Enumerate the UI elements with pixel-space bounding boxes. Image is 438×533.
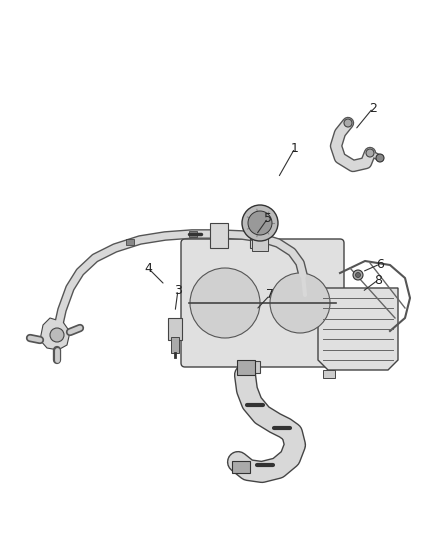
- Circle shape: [248, 211, 272, 235]
- Text: 8: 8: [374, 273, 382, 287]
- Text: 4: 4: [144, 262, 152, 274]
- Circle shape: [353, 270, 363, 280]
- Circle shape: [242, 205, 278, 241]
- Text: 2: 2: [369, 101, 377, 115]
- Text: 1: 1: [291, 141, 299, 155]
- Circle shape: [50, 328, 64, 342]
- Bar: [240, 361, 260, 373]
- Bar: [237, 360, 255, 375]
- Circle shape: [344, 119, 352, 127]
- Bar: [250, 223, 268, 248]
- Text: 7: 7: [266, 288, 274, 302]
- Bar: [232, 461, 250, 473]
- Bar: [171, 337, 179, 353]
- Bar: [210, 223, 228, 248]
- FancyBboxPatch shape: [181, 239, 344, 367]
- Text: 3: 3: [174, 284, 182, 296]
- Circle shape: [376, 154, 384, 162]
- Bar: [189, 231, 197, 237]
- Circle shape: [356, 272, 360, 278]
- Circle shape: [366, 149, 374, 157]
- Circle shape: [190, 268, 260, 338]
- Bar: [323, 370, 335, 378]
- Bar: [251, 234, 259, 240]
- Polygon shape: [318, 288, 398, 370]
- Text: 6: 6: [376, 257, 384, 271]
- Text: 5: 5: [264, 212, 272, 224]
- Polygon shape: [40, 318, 70, 350]
- Circle shape: [270, 273, 330, 333]
- Bar: [252, 223, 268, 251]
- Bar: [168, 318, 182, 340]
- Bar: [126, 239, 134, 245]
